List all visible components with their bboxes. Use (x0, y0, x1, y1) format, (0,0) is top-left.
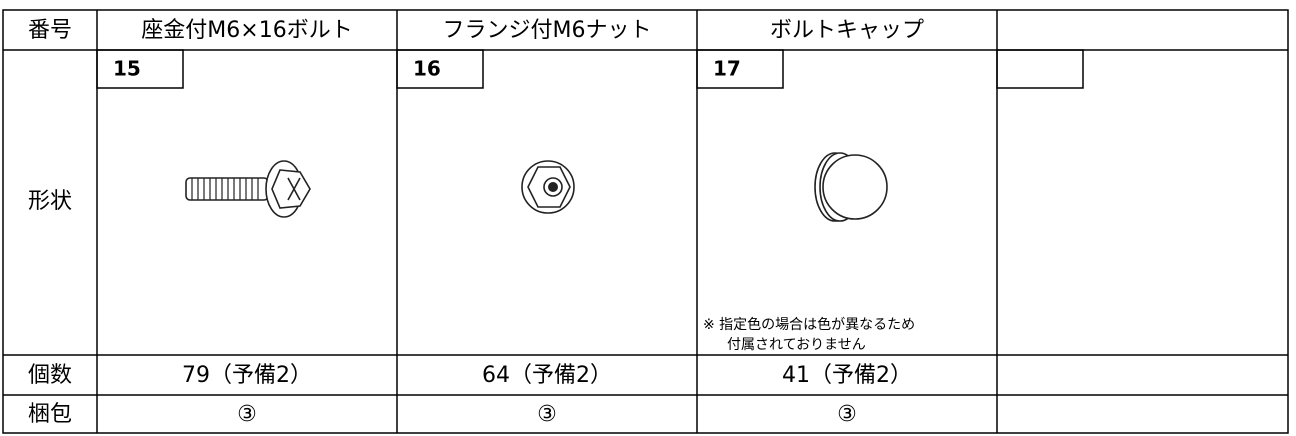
packing: ③ (537, 402, 557, 427)
row-label: 梱包 (28, 402, 72, 427)
quantity: 64（予備2） (482, 363, 612, 388)
note: ※ 指定色の場合は色が異なるため (703, 316, 915, 333)
part-number: 16 (413, 57, 441, 81)
quantity: 41（予備2） (782, 363, 912, 388)
row-label: 個数 (28, 363, 72, 388)
row-label: 形状 (28, 189, 72, 214)
packing: ③ (237, 402, 257, 427)
cap-icon (814, 152, 888, 222)
table-grid (2, 9, 1289, 434)
row-label: 番号 (28, 18, 72, 43)
note: 付属されておりません (727, 337, 866, 353)
quantity: 79（予備2） (182, 363, 312, 388)
nut-icon (521, 160, 575, 214)
part-name: ボルトキャップ (770, 18, 924, 43)
part-name: 座金付M6×16ボルト (141, 18, 352, 43)
bolt-icon (185, 160, 311, 218)
packing: ③ (837, 402, 857, 427)
part-number: 17 (713, 57, 741, 81)
part-number: 15 (113, 57, 141, 81)
part-name: フランジ付M6ナット (443, 18, 652, 43)
